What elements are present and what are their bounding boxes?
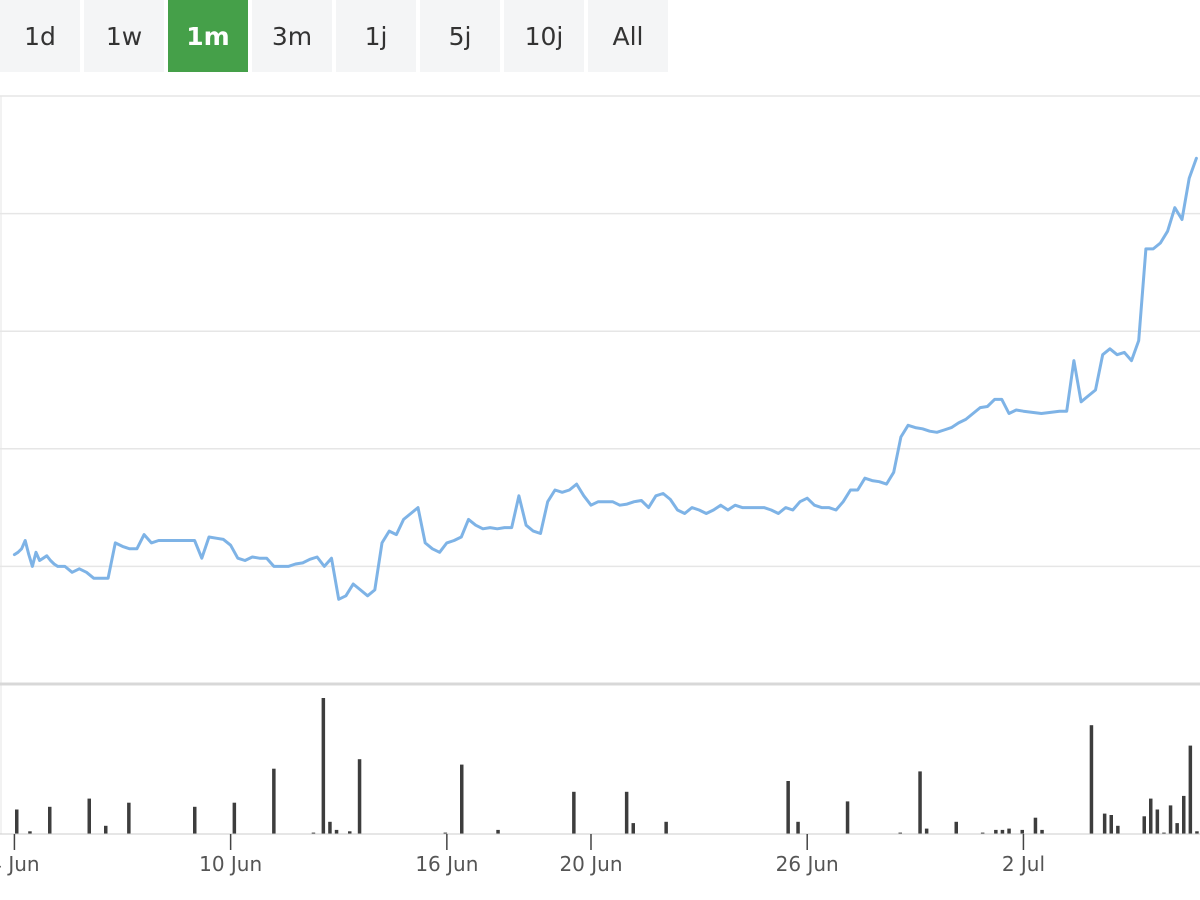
range-button-1d[interactable]: 1d xyxy=(0,0,80,72)
volume-bar xyxy=(1195,831,1199,834)
volume-bar xyxy=(104,825,108,834)
volume-bar xyxy=(1109,815,1113,834)
volume-bar xyxy=(28,831,32,834)
price-line-series xyxy=(12,156,1198,601)
volume-bar xyxy=(924,828,929,834)
volume-bar xyxy=(796,821,800,834)
range-button-all[interactable]: All xyxy=(588,0,668,72)
volume-bar xyxy=(1007,828,1011,834)
x-tick-label: 4 Jun xyxy=(0,852,40,876)
volume-bar xyxy=(48,806,52,834)
range-button-1m[interactable]: 1m xyxy=(168,0,248,72)
volume-bar xyxy=(898,832,902,834)
volume-bar xyxy=(1188,745,1193,834)
volume-bar xyxy=(460,764,464,834)
volume-bar xyxy=(1155,809,1160,834)
volume-bar xyxy=(918,771,922,834)
range-button-1w[interactable]: 1w xyxy=(84,0,164,72)
volume-bar xyxy=(954,821,958,834)
x-tick-label: 20 Jun xyxy=(559,852,622,876)
volume-bar xyxy=(272,768,276,834)
volume-bar xyxy=(1089,725,1094,834)
volume-bar xyxy=(348,831,352,834)
range-button-10j[interactable]: 10j xyxy=(504,0,584,72)
volume-bar xyxy=(980,832,985,834)
x-tick-label: 2 Jul xyxy=(1002,852,1045,876)
x-tick-label: 16 Jun xyxy=(415,852,478,876)
volume-bar xyxy=(994,829,998,834)
range-selector: 1d 1w 1m 3m 1j 5j 10j All xyxy=(0,0,668,72)
volume-bar xyxy=(1168,805,1173,834)
range-button-5j[interactable]: 5j xyxy=(420,0,500,72)
volume-bar xyxy=(87,798,91,834)
volume-bar xyxy=(127,802,131,834)
volume-bar xyxy=(321,698,326,834)
volume-bar xyxy=(1116,825,1120,834)
volume-bar xyxy=(1033,817,1038,834)
volume-bar xyxy=(334,829,339,834)
volume-bar xyxy=(572,791,576,834)
volume-bar xyxy=(786,781,790,834)
volume-bar xyxy=(311,832,316,834)
volume-bar xyxy=(232,802,237,834)
volume-bar xyxy=(1000,829,1005,834)
volume-bar xyxy=(1020,829,1024,834)
volume-bar xyxy=(496,829,500,834)
price-volume-chart: 4 Jun 10 Jun 16 Jun 20 Jun 26 Jun 2 Jul xyxy=(0,95,1200,876)
volume-bar xyxy=(624,791,629,834)
volume-bar xyxy=(1142,816,1146,834)
range-button-3m[interactable]: 3m xyxy=(252,0,332,72)
volume-bar xyxy=(443,832,448,834)
volume-bar xyxy=(1175,823,1179,834)
volume-bar xyxy=(357,759,362,834)
volume-bar xyxy=(845,801,850,834)
x-tick-label: 10 Jun xyxy=(199,852,262,876)
volume-bar xyxy=(664,821,668,834)
volume-bar xyxy=(1149,798,1153,834)
volume-bar xyxy=(1040,829,1044,834)
volume-bar xyxy=(1182,795,1186,834)
volume-bar xyxy=(15,809,19,834)
volume-bar xyxy=(1102,813,1107,834)
volume-bar xyxy=(1162,832,1166,834)
x-tick-label: 26 Jun xyxy=(776,852,839,876)
volume-bar xyxy=(193,806,197,834)
volume-bar xyxy=(328,821,332,834)
range-button-1j[interactable]: 1j xyxy=(336,0,416,72)
volume-bar xyxy=(631,823,635,834)
